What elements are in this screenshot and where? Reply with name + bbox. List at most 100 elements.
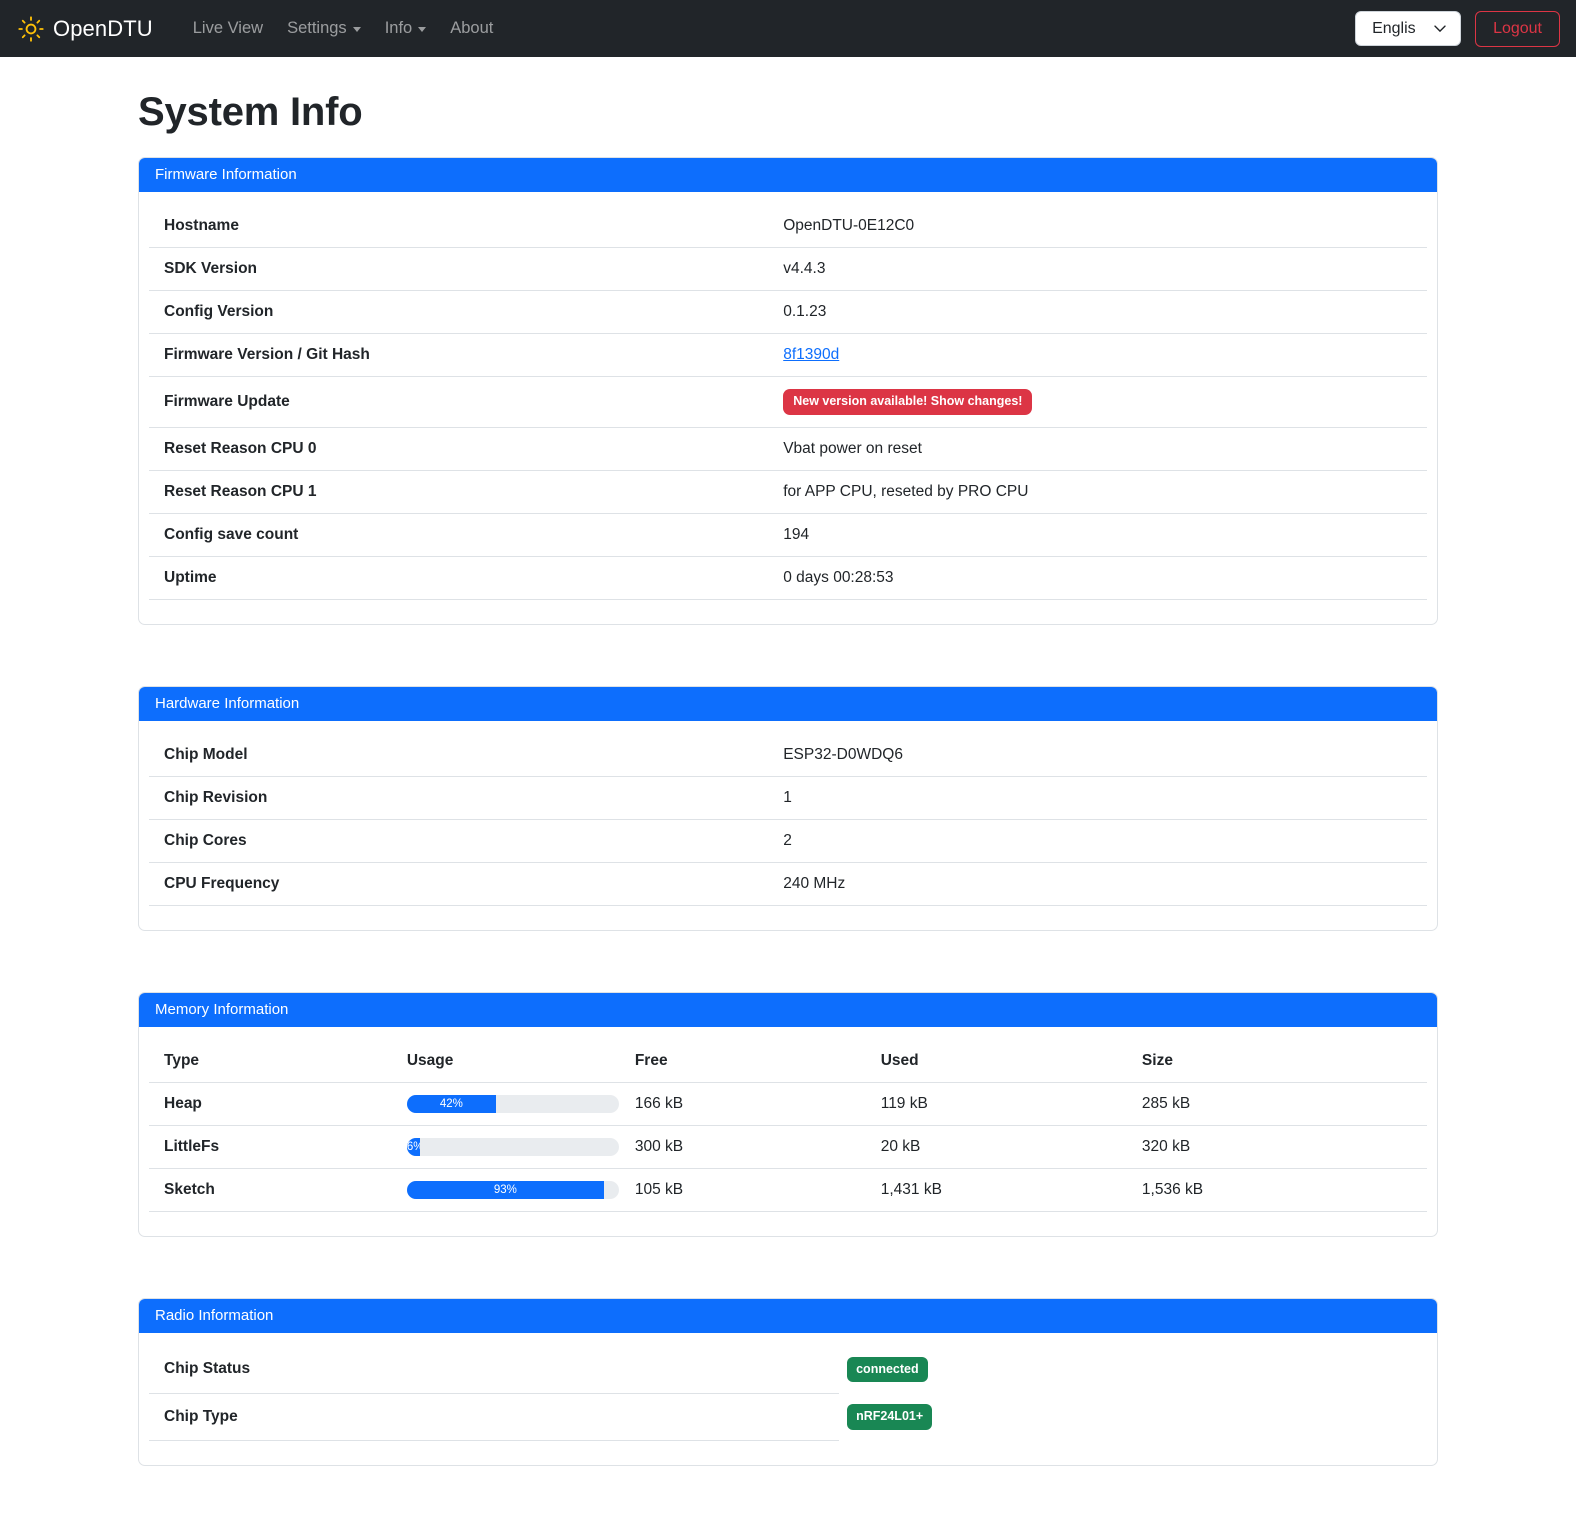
nav-item-label: Info	[384, 19, 413, 37]
memory-used: 20 kB	[872, 1125, 1134, 1169]
table-row: Chip Revision 1	[149, 776, 1427, 820]
memory-table: Type Usage Free Used Size Heap 42%	[149, 1039, 1427, 1212]
table-row: CPU Frequency 240 MHz	[149, 862, 1427, 906]
column-header-used: Used	[872, 1039, 1134, 1083]
card-header-title: Hardware Information	[139, 686, 1437, 721]
row-value: New version available! Show changes!	[775, 376, 1427, 428]
table-row: Config Version 0.1.23	[149, 290, 1427, 334]
row-value: 0 days 00:28:53	[775, 556, 1427, 600]
git-hash-link[interactable]: 8f1390d	[783, 346, 840, 363]
row-value: 2	[775, 819, 1427, 863]
card-hardware-information: Hardware Information Chip Model ESP32-D0…	[138, 685, 1438, 931]
row-label: Config save count	[149, 513, 776, 557]
firmware-update-badge[interactable]: New version available! Show changes!	[783, 389, 1033, 415]
card-body: Hostname OpenDTU-0E12C0 SDK Version v4.4…	[139, 192, 1437, 624]
memory-used: 1,431 kB	[872, 1168, 1134, 1212]
table-row: Reset Reason CPU 0 Vbat power on reset	[149, 427, 1427, 471]
nav-item-label: About	[450, 19, 494, 37]
memory-size: 285 kB	[1133, 1082, 1427, 1126]
card-header-title: Radio Information	[139, 1298, 1437, 1333]
row-value: for APP CPU, reseted by PRO CPU	[775, 470, 1427, 514]
table-row: Chip Type nRF24L01+	[149, 1393, 1427, 1441]
table-row: Reset Reason CPU 1 for APP CPU, reseted …	[149, 470, 1427, 514]
usage-progress-track: 6%	[406, 1137, 619, 1156]
chevron-down-icon	[352, 27, 361, 32]
table-row: Heap 42% 166 kB 119 kB 285 kB	[149, 1082, 1427, 1126]
card-body: Chip Model ESP32-D0WDQ6 Chip Revision 1 …	[139, 721, 1437, 930]
table-row: Firmware Version / Git Hash 8f1390d	[149, 333, 1427, 377]
firmware-table: Hostname OpenDTU-0E12C0 SDK Version v4.4…	[149, 205, 1427, 600]
row-value: ESP32-D0WDQ6	[775, 733, 1427, 777]
row-label: SDK Version	[149, 247, 776, 291]
row-label: Firmware Version / Git Hash	[149, 333, 776, 377]
memory-type: Sketch	[149, 1168, 399, 1212]
row-value: nRF24L01+	[839, 1393, 1427, 1441]
sun-icon	[18, 15, 44, 42]
page-container: System Info Firmware Information Hostnam…	[138, 90, 1438, 1466]
row-value: OpenDTU-0E12C0	[775, 205, 1427, 248]
usage-progress-bar: 42%	[406, 1094, 496, 1113]
language-select[interactable]: English	[1355, 11, 1462, 46]
brand-logo[interactable]: OpenDTU	[18, 16, 153, 42]
card-radio-information: Radio Information Chip Status connected …	[138, 1297, 1438, 1466]
memory-usage-cell: 93%	[398, 1168, 627, 1212]
card-body: Type Usage Free Used Size Heap 42%	[139, 1027, 1437, 1236]
row-label: Chip Type	[149, 1393, 840, 1441]
table-row: Config save count 194	[149, 513, 1427, 557]
usage-progress-track: 42%	[406, 1094, 619, 1113]
hardware-table: Chip Model ESP32-D0WDQ6 Chip Revision 1 …	[149, 733, 1427, 906]
row-value: 194	[775, 513, 1427, 557]
row-label: Hostname	[149, 205, 776, 248]
nav-item-settings[interactable]: Settings	[275, 11, 373, 46]
radio-table: Chip Status connected Chip Type nRF24L01…	[149, 1345, 1427, 1442]
row-value: 1	[775, 776, 1427, 820]
chip-status-badge: connected	[847, 1356, 928, 1382]
row-label: Reset Reason CPU 0	[149, 427, 776, 471]
table-row: SDK Version v4.4.3	[149, 247, 1427, 291]
nav-item-live-view[interactable]: Live View	[181, 11, 275, 46]
table-row: Chip Status connected	[149, 1345, 1427, 1394]
card-header-title: Firmware Information	[139, 158, 1437, 192]
row-label: Config Version	[149, 290, 776, 334]
page-title: System Info	[138, 90, 363, 134]
row-value: connected	[839, 1346, 1427, 1394]
row-value: 0.1.23	[775, 290, 1427, 334]
memory-usage-cell: 42%	[398, 1082, 627, 1126]
chevron-down-icon	[418, 27, 427, 32]
chip-type-badge: nRF24L01+	[847, 1404, 933, 1430]
navbar-right-controls: English Logout	[1355, 10, 1560, 47]
nav-item-label: Live View	[192, 19, 264, 37]
row-value: v4.4.3	[775, 247, 1427, 291]
row-label: Chip Cores	[149, 819, 776, 863]
row-value: Vbat power on reset	[775, 427, 1427, 471]
column-header-type: Type	[149, 1039, 399, 1083]
row-label: Reset Reason CPU 1	[149, 470, 776, 514]
usage-progress-track: 93%	[406, 1180, 619, 1199]
row-label: Firmware Update	[149, 376, 776, 428]
column-header-usage: Usage	[398, 1039, 627, 1083]
memory-size: 320 kB	[1133, 1125, 1427, 1169]
card-body: Chip Status connected Chip Type nRF24L01…	[139, 1333, 1437, 1466]
nav-item-about[interactable]: About	[438, 11, 505, 46]
memory-usage-cell: 6%	[398, 1125, 627, 1169]
table-header-row: Type Usage Free Used Size	[149, 1039, 1427, 1083]
table-row: Firmware Update New version available! S…	[149, 376, 1427, 428]
usage-progress-bar: 6%	[406, 1137, 420, 1156]
nav-item-label: Settings	[287, 19, 347, 37]
table-row: Hostname OpenDTU-0E12C0	[149, 205, 1427, 248]
usage-progress-bar: 93%	[406, 1180, 604, 1199]
row-label: Chip Model	[149, 733, 776, 777]
language-select-wrapper: English	[1355, 11, 1462, 46]
memory-type: LittleFs	[149, 1125, 399, 1169]
column-header-free: Free	[626, 1039, 873, 1083]
nav-item-info[interactable]: Info	[373, 11, 439, 46]
column-header-size: Size	[1133, 1039, 1427, 1083]
logout-button[interactable]: Logout	[1475, 10, 1560, 47]
table-row: Uptime 0 days 00:28:53	[149, 556, 1427, 600]
memory-free: 166 kB	[626, 1082, 873, 1126]
table-row: Chip Cores 2	[149, 819, 1427, 863]
row-label: Chip Status	[149, 1345, 840, 1394]
table-row: Chip Model ESP32-D0WDQ6	[149, 733, 1427, 777]
brand-name: OpenDTU	[53, 15, 153, 41]
card-memory-information: Memory Information Type Usage Free Used …	[138, 991, 1438, 1237]
